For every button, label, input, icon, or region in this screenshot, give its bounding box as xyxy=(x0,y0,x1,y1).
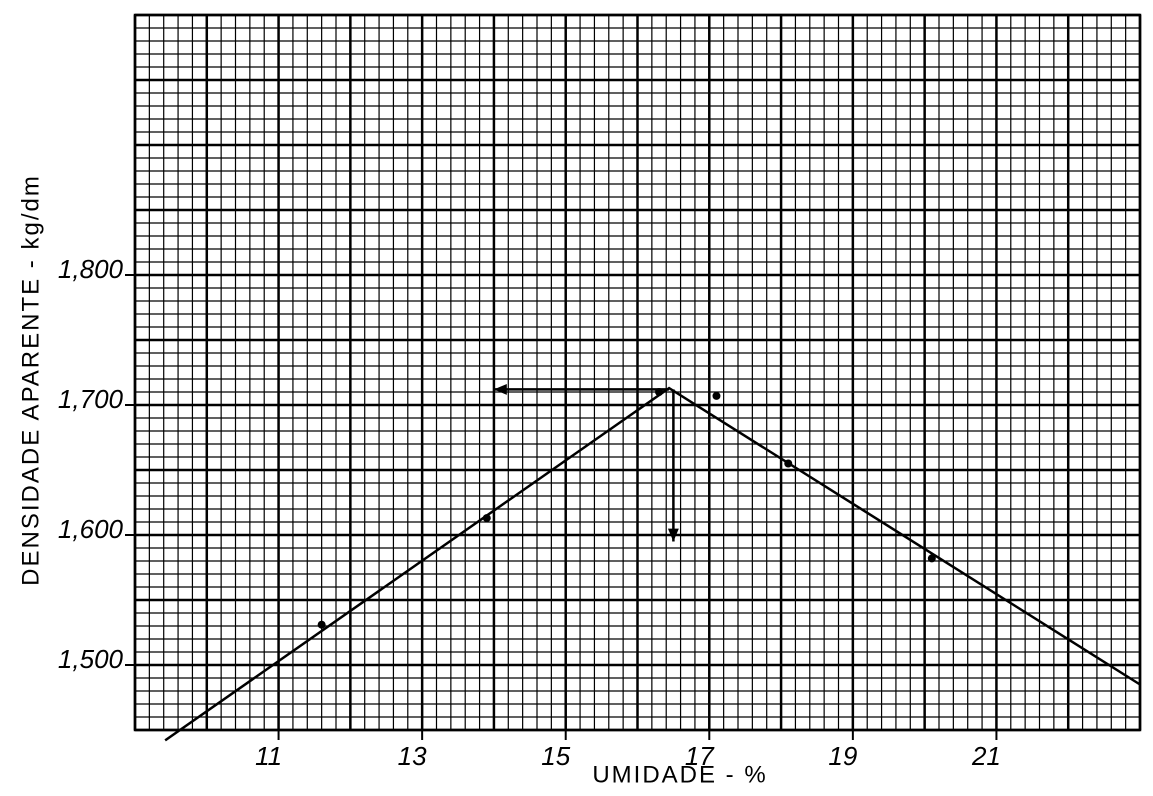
x-tick-label: 13 xyxy=(398,741,427,771)
data-point xyxy=(482,514,491,523)
y-tick-label: 1,500 xyxy=(58,644,124,674)
fit-line xyxy=(164,386,1141,742)
y-tick-label: 1,600 xyxy=(58,514,124,544)
x-tick-label: 21 xyxy=(971,741,1001,771)
x-tick-label: 11 xyxy=(255,741,282,771)
y-tick-label: 1,800 xyxy=(58,254,124,284)
plot-frame xyxy=(133,13,1142,732)
arrow-head xyxy=(493,383,507,395)
data-point xyxy=(317,620,326,629)
data-point xyxy=(712,391,721,400)
x-tick-label: 19 xyxy=(828,741,857,771)
data-point xyxy=(927,554,936,563)
data-point xyxy=(784,459,793,468)
x-axis-label: UMIDADE - % xyxy=(592,761,767,788)
arrow-head xyxy=(667,528,679,542)
y-tick-label: 1,700 xyxy=(58,384,124,414)
x-tick-label: 17 xyxy=(685,741,715,771)
data-point xyxy=(655,388,664,396)
x-tick-label: 15 xyxy=(541,741,570,771)
y-axis-label: DENSIDADE APARENTE - kg/dm xyxy=(17,174,44,586)
